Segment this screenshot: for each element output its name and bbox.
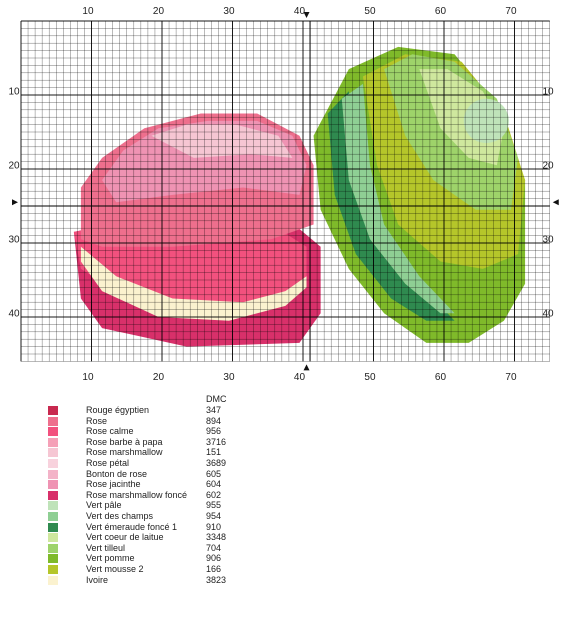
- legend-item-name: Vert pâle: [86, 500, 122, 511]
- legend-swatch: [48, 427, 58, 437]
- top-axis-label: 20: [153, 6, 165, 17]
- bottom-axis-label: 50: [364, 372, 376, 383]
- legend-swatch: [48, 512, 58, 521]
- legend-item-code: 151: [206, 447, 222, 458]
- legend-swatch: [48, 459, 58, 468]
- legend-item-code: 894: [206, 415, 222, 426]
- legend-swatch: [48, 480, 58, 490]
- legend-swatch: [48, 522, 58, 532]
- bottom-axis-label: 40: [294, 372, 306, 383]
- legend-item: Vert tilleul 704: [46, 543, 306, 554]
- right-axis-label: 30: [542, 234, 554, 245]
- legend-item-code: 956: [206, 426, 222, 437]
- top-axis-label: 30: [223, 6, 235, 17]
- left-axis-label: 10: [8, 86, 20, 97]
- left-axis-label: 20: [8, 160, 20, 171]
- pink-macaron-light-highlight: [151, 124, 293, 158]
- legend-item: Vert des champs 954: [46, 511, 306, 522]
- legend-item: Rose pétal 3689: [46, 458, 306, 469]
- legend-item-code: 955: [206, 500, 222, 511]
- center-marker-bottom: [303, 364, 310, 371]
- right-axis-label: 20: [542, 160, 554, 171]
- right-axis-label: 40: [542, 308, 554, 319]
- legend-item: Rose 894: [46, 416, 306, 427]
- top-axis-label: 10: [82, 6, 94, 17]
- legend-item: Ivoire 3823: [46, 575, 306, 586]
- legend-swatch: [48, 554, 58, 564]
- legend-item-name: Vert coeur de laitue: [86, 532, 164, 543]
- legend-item-code: 604: [206, 479, 222, 490]
- legend-item-name: Rose pétal: [86, 458, 130, 468]
- legend-item: Vert mousse 2 166: [46, 564, 306, 575]
- legend-swatch: [48, 501, 58, 511]
- legend-item-name: Rouge égyptien: [86, 405, 150, 415]
- legend-swatch: [48, 469, 58, 479]
- center-marker-left: [12, 199, 18, 206]
- legend-item-code: 954: [206, 511, 222, 521]
- legend-item: Rose barbe à papa 3716: [46, 437, 306, 448]
- legend-swatch: [48, 565, 58, 574]
- legend-item-name: Vert mousse 2: [86, 564, 144, 574]
- legend-item-code: 3823: [206, 574, 227, 585]
- center-marker-right: [552, 199, 559, 206]
- legend-item-name: Vert des champs: [86, 511, 154, 521]
- legend-item-name: Rose barbe à papa: [86, 436, 163, 447]
- right-axis-label: 10: [542, 86, 554, 97]
- legend-item-code: 704: [206, 542, 222, 553]
- top-axis-label: 50: [364, 6, 376, 17]
- legend-item: Bonton de rose 605: [46, 469, 306, 480]
- legend-swatch: [48, 416, 58, 426]
- legend-swatch: [48, 448, 58, 458]
- legend-swatch: [48, 533, 58, 543]
- legend-header-dmc: DMC: [206, 394, 227, 404]
- legend-item-name: Rose marshmallow: [86, 447, 163, 458]
- legend-swatch: [48, 490, 58, 500]
- legend-swatch: [48, 543, 58, 553]
- legend-item: Rouge égyptien 347: [46, 405, 306, 416]
- cross-stitch-pattern-chart: 10 20 30 40 50 60 70 10 20 30 40 50 60 70 10 20 30 40 10 20…: [8, 6, 559, 383]
- top-axis-label: 60: [435, 6, 447, 17]
- legend-item: Rose marshmallow foncé 602: [46, 490, 306, 501]
- legend-item-code: 910: [206, 521, 222, 532]
- bottom-axis-label: 60: [435, 372, 447, 383]
- legend-item-code: 166: [206, 564, 222, 574]
- legend-item-name: Vert émeraude foncé 1: [86, 521, 178, 532]
- legend-item-name: Rose calme: [86, 426, 134, 437]
- legend-swatch: [48, 406, 58, 415]
- legend-item: Vert pâle 955: [46, 500, 306, 511]
- legend-item-code: 3348: [206, 532, 227, 543]
- center-marker-top: [303, 12, 310, 18]
- legend-item-name: Rose: [86, 415, 108, 426]
- legend-item-name: Rose marshmallow foncé: [86, 489, 188, 500]
- bottom-axis-label: 30: [223, 372, 235, 383]
- legend-item: Rose jacinthe 604: [46, 479, 306, 490]
- legend-item-name: Bonton de rose: [86, 468, 148, 479]
- legend-item-code: 906: [206, 553, 222, 564]
- bottom-axis-label: 20: [153, 372, 165, 383]
- left-axis-label: 30: [8, 234, 20, 245]
- top-axis-label: 70: [505, 6, 517, 17]
- legend-item-code: 602: [206, 489, 222, 500]
- legend-item-name: Vert tilleul: [86, 542, 126, 553]
- legend-swatch: [48, 575, 58, 585]
- top-axis-label: 40: [294, 6, 306, 17]
- left-axis-label: 40: [8, 308, 20, 319]
- legend-item: Vert émeraude foncé 1 910: [46, 522, 306, 533]
- legend-item-name: Ivoire: [86, 574, 109, 585]
- legend-item-name: Vert pomme: [86, 553, 135, 564]
- legend-item: Rose marshmallow 151: [46, 447, 306, 458]
- legend-swatch: [48, 437, 58, 447]
- bottom-axis-label: 10: [82, 372, 94, 383]
- bottom-axis-label: 70: [505, 372, 517, 383]
- legend-item-code: 3689: [206, 458, 227, 468]
- legend-item: Rose calme 956: [46, 426, 306, 437]
- legend-item-code: 347: [206, 405, 222, 415]
- legend-item-code: 605: [206, 468, 222, 479]
- legend-item-name: Rose jacinthe: [86, 479, 141, 490]
- legend-item: Vert pomme 906: [46, 553, 306, 564]
- legend-item: Vert coeur de laitue 3348: [46, 532, 306, 543]
- legend-item-code: 3716: [206, 436, 227, 447]
